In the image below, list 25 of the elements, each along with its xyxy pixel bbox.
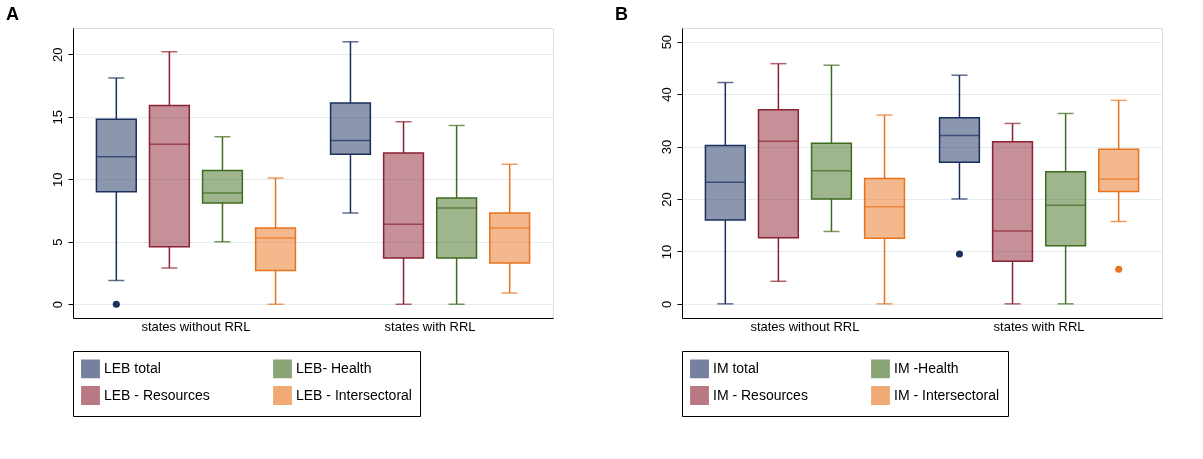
y-tick-label: 5 (49, 238, 65, 246)
x-tick-label: states without RRL (750, 318, 860, 334)
x-tick-label: states with RRL (384, 318, 476, 334)
legend-label: IM -Health (894, 359, 959, 376)
y-tick-label: 20 (658, 192, 674, 207)
y-tick-label: 10 (49, 172, 65, 187)
x-tick-label: states without RRL (141, 318, 251, 334)
y-tick-label: 0 (49, 301, 65, 309)
y-tick-label: 20 (49, 47, 65, 62)
y-tick-label: 50 (658, 34, 674, 50)
legend-label: LEB - Intersectoral (296, 386, 412, 403)
x-tick-label: states with RRL (993, 318, 1085, 334)
chart-title: A (6, 4, 19, 24)
legend-label: IM - Resources (713, 386, 808, 403)
legend-label: IM - Intersectoral (894, 386, 1000, 403)
legend-label: IM total (713, 359, 759, 376)
legend-label: LEB - Resources (104, 386, 210, 403)
legend-label: LEB total (104, 359, 161, 376)
legend-label: LEB- Health (296, 359, 372, 376)
chart-title: B (615, 4, 628, 24)
y-tick-label: 0 (658, 300, 674, 308)
y-tick-label: 15 (49, 110, 65, 125)
y-tick-label: 40 (658, 87, 674, 102)
y-tick-label: 30 (658, 139, 674, 155)
y-tick-label: 10 (658, 244, 674, 260)
